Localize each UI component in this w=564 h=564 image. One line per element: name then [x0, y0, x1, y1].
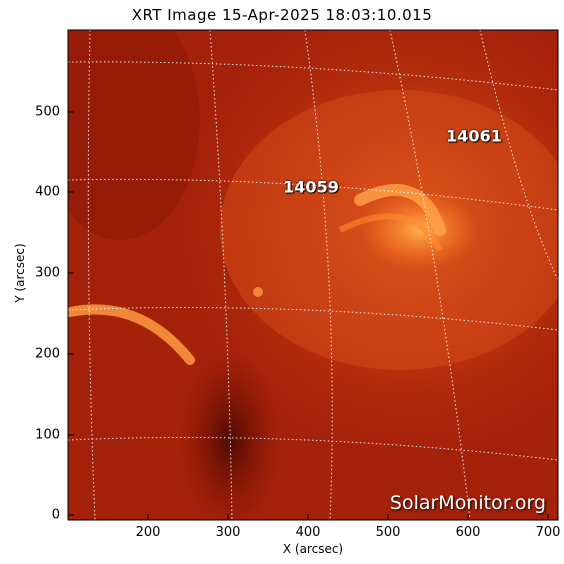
y-axis-label: Y (arcsec) — [13, 243, 27, 303]
x-tick-label: 300 — [215, 525, 241, 540]
y-tick-label: 500 — [35, 104, 60, 120]
image-title: XRT Image 15-Apr-2025 18:03:10.015 — [131, 6, 433, 24]
x-tick-label: 200 — [135, 525, 161, 540]
region-label-14059: 14059 — [283, 177, 339, 197]
y-tick-label: 200 — [35, 346, 60, 362]
x-tick-label: 700 — [535, 525, 561, 540]
x-tick-label: 400 — [295, 525, 321, 540]
x-axis-label: X (arcsec) — [282, 542, 344, 556]
x-tick-label: 600 — [455, 525, 481, 540]
watermark: SolarMonitor.org — [389, 492, 546, 514]
x-tick-label: 500 — [375, 525, 401, 540]
region-label-14061: 14061 — [446, 126, 502, 146]
y-tick-label: 0 — [51, 507, 60, 523]
y-tick-label: 300 — [35, 265, 60, 281]
y-tick-label: 100 — [35, 427, 60, 443]
y-tick-label: 400 — [35, 184, 60, 200]
